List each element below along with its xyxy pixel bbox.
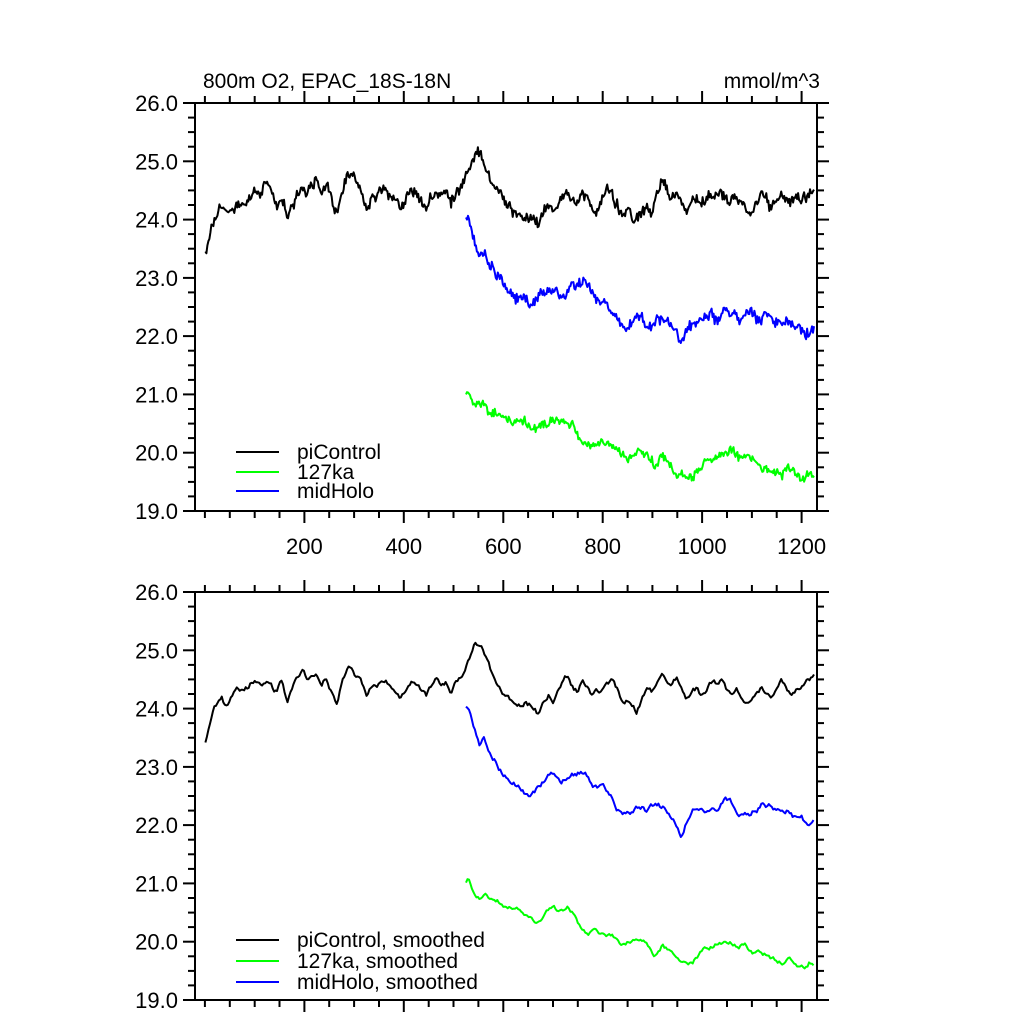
y-tick-label: 25.0 — [135, 149, 178, 174]
x-tick-label: 600 — [485, 534, 522, 559]
series-line-127ka — [465, 391, 815, 483]
y-tick-label: 22.0 — [135, 813, 178, 838]
series-line-picontrol-smoothed — [204, 641, 815, 743]
legend-label-midholo: midHolo — [297, 480, 374, 503]
y-tick-label: 25.0 — [135, 638, 178, 663]
legend-label-127ka: 127ka — [297, 461, 355, 484]
x-tick-label: 400 — [385, 534, 422, 559]
x-tick-label: 800 — [584, 534, 621, 559]
y-tick-label: 26.0 — [135, 580, 178, 605]
y-tick-label: 23.0 — [135, 266, 178, 291]
legend-label-picontrol: piControl, smoothed — [297, 929, 485, 952]
x-tick-label: 1000 — [678, 534, 727, 559]
plot-border — [194, 591, 818, 1001]
x-tick-label: 1200 — [777, 534, 826, 559]
y-tick-label: 19.0 — [135, 499, 178, 524]
y-tick-label: 22.0 — [135, 324, 178, 349]
series-line-127ka-smoothed — [465, 878, 815, 970]
panel-smoothed: 26.0 25.0 24.0 23.0 22.0 21.0 20.0 19.0 piContro… — [135, 580, 829, 1013]
y-tick-label: 21.0 — [135, 871, 178, 896]
chart-units-label: mmol/m^3 — [724, 70, 820, 93]
series-line-midholo — [465, 214, 815, 344]
series-line-midholo-smoothed — [465, 705, 815, 838]
chart-title: 800m O2, EPAC_18S-18N — [203, 70, 451, 93]
legend-label-127ka: 127ka, smoothed — [297, 950, 458, 973]
legend-label-midholo: midHolo, smoothed — [297, 971, 478, 994]
y-tick-label: 20.0 — [135, 441, 178, 466]
y-tick-label: 19.0 — [135, 988, 178, 1013]
panel-raw: 26.0 25.0 24.0 23.0 22.0 21.0 20.0 19.0 200 400 60… — [135, 91, 829, 559]
x-tick-label: 200 — [286, 534, 323, 559]
legend-label-picontrol: piControl — [297, 441, 381, 464]
y-tick-label: 20.0 — [135, 930, 178, 955]
y-tick-label: 21.0 — [135, 382, 178, 407]
series-line-picontrol — [204, 146, 815, 255]
y-tick-label: 24.0 — [135, 208, 178, 233]
y-tick-label: 23.0 — [135, 755, 178, 780]
y-tick-label: 24.0 — [135, 697, 178, 722]
y-tick-label: 26.0 — [135, 91, 178, 116]
